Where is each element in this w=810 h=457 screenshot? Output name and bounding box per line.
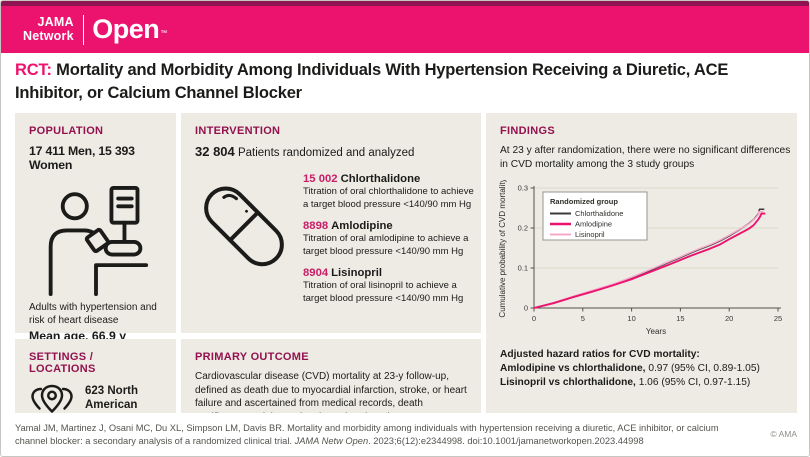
trademark-symbol: ™: [160, 30, 167, 37]
svg-text:5: 5: [581, 314, 585, 323]
logo-divider: [82, 14, 85, 45]
study-type-tag: RCT:: [15, 61, 52, 79]
svg-text:0: 0: [532, 314, 536, 323]
group-description: Titration of oral amlodipine to achieve …: [303, 233, 469, 257]
pill-capsule-icon: [195, 173, 303, 314]
intervention-count: 32 804: [195, 144, 235, 159]
open-wordmark: Open ™: [92, 14, 167, 45]
group-n: 8904: [303, 267, 329, 280]
hazard-ratios-block: Adjusted hazard ratios for CVD mortality…: [500, 348, 783, 390]
svg-text:Amlodipine: Amlodipine: [575, 219, 612, 228]
population-count: 17 411 Men, 15 393 Women: [29, 144, 135, 172]
svg-text:0.3: 0.3: [518, 183, 528, 192]
svg-text:Lisinopril: Lisinopril: [575, 230, 605, 239]
primary-outcome-heading: PRIMARY OUTCOME: [195, 351, 309, 363]
patient-blood-pressure-icon: [38, 186, 154, 301]
intervention-groups: 15 002 Chlorthalidone Titration of oral c…: [303, 173, 479, 314]
findings-chart: 0 5 10 15 20 25 0 0.1 0.2 0.3 Years Cumulative prob…: [498, 178, 782, 336]
logo-open-text: Open: [92, 14, 160, 44]
svg-text:Chlorthalidone: Chlorthalidone: [575, 209, 623, 218]
cvd-mortality-chart: 0 5 10 15 20 25 0 0.1 0.2 0.3 Years Cumulative prob…: [496, 178, 783, 342]
svg-text:20: 20: [725, 314, 733, 323]
group-n: 8898: [303, 220, 329, 233]
intervention-count-line: 32 804 Patients randomized and analyzed: [195, 144, 467, 159]
svg-text:10: 10: [627, 314, 635, 323]
copyright: © AMA: [770, 429, 797, 439]
group-name: Lisinopril: [331, 267, 382, 280]
primary-outcome-panel: PRIMARY OUTCOME Cardiovascular disease (…: [181, 339, 481, 423]
logo-line-network: Network: [23, 28, 74, 43]
intervention-count-suffix: Patients randomized and analyzed: [234, 147, 415, 159]
brand-header: JAMA Network Open ™: [1, 6, 809, 53]
population-description: Adults with hypertension and risk of hea…: [29, 302, 157, 326]
group-n: 15 002: [303, 173, 338, 185]
svg-text:Years: Years: [646, 327, 666, 336]
findings-summary: At 23 y after randomization, there were …: [500, 145, 791, 170]
jama-network-open-logo: JAMA Network Open ™: [23, 14, 167, 45]
top-accent-strip: [1, 1, 809, 6]
hazard-title: Adjusted hazard ratios for CVD mortality…: [500, 348, 700, 360]
intervention-panel: INTERVENTION 32 804 Patients randomized …: [181, 113, 481, 333]
findings-heading: FINDINGS: [500, 125, 555, 137]
svg-text:Cumulative probability of CVD: Cumulative probability of CVD mortality: [498, 180, 507, 318]
jama-network-wordmark: JAMA Network: [23, 16, 74, 42]
group-chlorthalidone: 15 002 Chlorthalidone Titration of oral c…: [303, 173, 479, 211]
hazard-line-lisinopril: Lisinopril vs chlorthalidone, 1.06 (95% …: [500, 376, 751, 388]
settings-heading: SETTINGS / LOCATIONS: [29, 351, 96, 375]
svg-text:0.2: 0.2: [518, 223, 528, 232]
title-text: Mortality and Morbidity Among Individual…: [15, 61, 729, 103]
hazard-line-amlodipine: Amlodipine vs chlorthalidone, 0.97 (95% …: [500, 362, 760, 374]
group-name: Amlodipine: [331, 220, 393, 233]
svg-text:0.1: 0.1: [518, 263, 528, 272]
group-description: Titration of oral chlorthalidone to achi…: [303, 186, 474, 210]
svg-text:15: 15: [676, 314, 684, 323]
group-amlodipine: 8898 Amlodipine Titration of oral amlodip…: [303, 220, 479, 258]
population-panel: POPULATION 17 411 Men, 15 393 Women Adul…: [15, 113, 176, 343]
journal-name: JAMA Netw Open: [294, 436, 369, 447]
svg-text:25: 25: [774, 314, 782, 323]
svg-text:0: 0: [524, 303, 528, 312]
footer: Yamal JM, Martinez J, Osani MC, Du XL, S…: [1, 413, 809, 456]
group-name: Chlorthalidone: [340, 173, 421, 185]
logo-line-jama: JAMA: [37, 15, 74, 30]
intervention-heading: INTERVENTION: [195, 125, 281, 137]
page-title: RCT: Mortality and Morbidity Among Indiv…: [15, 59, 799, 105]
group-lisinopril: 8904 Lisinopril Titration of oral lisinop…: [303, 267, 479, 305]
svg-text:Randomized group: Randomized group: [550, 197, 618, 206]
settings-locations-panel: SETTINGS / LOCATIONS 623 North American …: [15, 339, 176, 426]
population-heading: POPULATION: [29, 125, 104, 137]
map-pins-icon: [29, 382, 75, 429]
group-description: Titration of oral lisinopril to achieve …: [303, 280, 464, 304]
findings-panel: FINDINGS At 23 y after randomization, th…: [486, 113, 797, 413]
citation: Yamal JM, Martinez J, Osani MC, Du XL, S…: [15, 423, 719, 447]
